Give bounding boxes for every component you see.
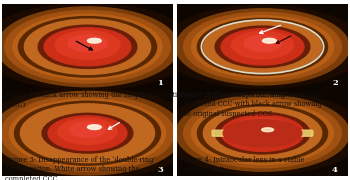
Ellipse shape xyxy=(15,101,160,165)
Ellipse shape xyxy=(262,38,276,43)
Ellipse shape xyxy=(1,95,174,171)
Ellipse shape xyxy=(88,38,101,43)
Ellipse shape xyxy=(30,108,145,158)
Ellipse shape xyxy=(244,35,281,51)
Text: Figure 1: Black arrow showing the suspected continuous curvilinear capsulorrhexi: Figure 1: Black arrow showing the suspec… xyxy=(5,91,288,108)
Ellipse shape xyxy=(160,92,350,175)
Ellipse shape xyxy=(58,118,117,144)
Ellipse shape xyxy=(20,104,155,163)
Ellipse shape xyxy=(70,122,105,138)
Ellipse shape xyxy=(176,9,349,85)
Text: Figure 2: White arrow showing the actual
completed CCC with black arrow showing
: Figure 2: White arrow showing the actual… xyxy=(180,91,322,118)
Ellipse shape xyxy=(221,29,304,65)
Ellipse shape xyxy=(244,122,281,138)
Ellipse shape xyxy=(18,103,157,164)
Ellipse shape xyxy=(231,118,294,145)
Ellipse shape xyxy=(262,128,274,132)
Ellipse shape xyxy=(0,88,200,179)
Ellipse shape xyxy=(68,35,107,52)
Ellipse shape xyxy=(197,18,328,75)
Ellipse shape xyxy=(29,21,146,72)
Ellipse shape xyxy=(19,17,156,77)
Ellipse shape xyxy=(0,91,183,175)
Ellipse shape xyxy=(38,25,137,68)
Ellipse shape xyxy=(231,31,294,59)
Ellipse shape xyxy=(25,105,150,161)
Ellipse shape xyxy=(223,120,302,147)
Ellipse shape xyxy=(160,5,350,88)
Ellipse shape xyxy=(55,31,120,59)
Ellipse shape xyxy=(21,18,154,76)
Ellipse shape xyxy=(48,116,127,150)
Ellipse shape xyxy=(5,10,170,83)
Ellipse shape xyxy=(262,125,276,130)
Ellipse shape xyxy=(25,19,150,75)
Ellipse shape xyxy=(176,95,349,171)
Ellipse shape xyxy=(203,107,322,159)
Ellipse shape xyxy=(0,3,195,90)
Ellipse shape xyxy=(44,28,131,66)
Ellipse shape xyxy=(199,105,326,161)
Ellipse shape xyxy=(215,112,310,154)
Ellipse shape xyxy=(191,16,334,78)
Ellipse shape xyxy=(221,115,304,151)
Ellipse shape xyxy=(207,23,318,71)
Ellipse shape xyxy=(207,109,318,157)
Ellipse shape xyxy=(215,26,310,68)
Text: 4: 4 xyxy=(332,166,338,174)
Ellipse shape xyxy=(9,99,166,167)
FancyBboxPatch shape xyxy=(212,130,313,136)
Ellipse shape xyxy=(42,113,133,153)
Ellipse shape xyxy=(191,102,334,164)
Ellipse shape xyxy=(203,21,322,73)
Ellipse shape xyxy=(197,105,328,162)
Text: Figure 3: Disappearance of the ‘double-ring’
configuration. White arrow showing : Figure 3: Disappearance of the ‘double-r… xyxy=(5,156,156,180)
Text: Figure 4: Intraocular lens in a stable
capsular bag.: Figure 4: Intraocular lens in a stable c… xyxy=(180,156,304,173)
Text: 2: 2 xyxy=(332,79,338,87)
Ellipse shape xyxy=(0,7,178,87)
Ellipse shape xyxy=(88,125,101,130)
Ellipse shape xyxy=(27,107,148,160)
Ellipse shape xyxy=(184,12,341,81)
Text: 3: 3 xyxy=(157,166,163,174)
Ellipse shape xyxy=(184,99,341,168)
Ellipse shape xyxy=(13,14,162,79)
Text: 1: 1 xyxy=(157,79,163,87)
Ellipse shape xyxy=(199,19,326,75)
